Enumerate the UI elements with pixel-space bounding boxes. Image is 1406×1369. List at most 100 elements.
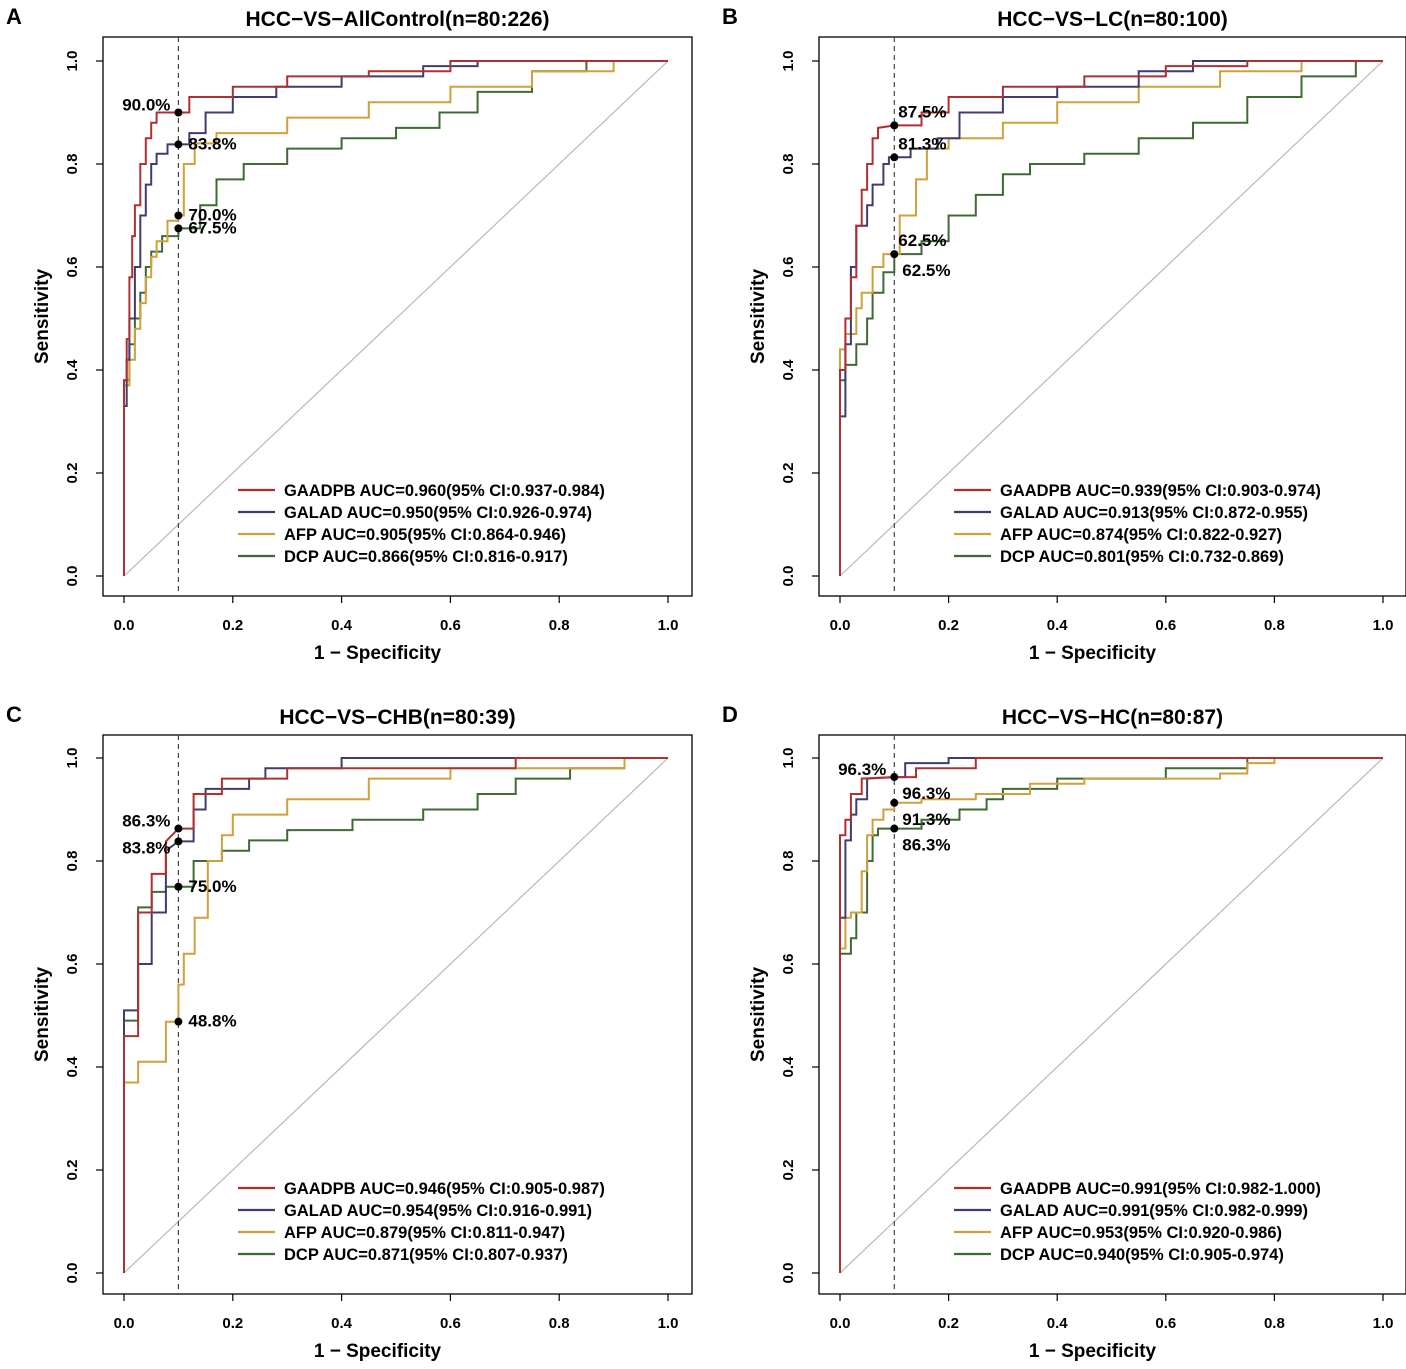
y-tick-label: 0.2 [64,1160,81,1181]
legend-entry-gaadpb: GAADPB AUC=0.939(95% CI:0.903-0.974) [1000,482,1321,500]
legend-entry-dcp: DCP AUC=0.940(95% CI:0.905-0.974) [1000,1246,1284,1264]
y-tick-label: 0.4 [780,359,797,381]
y-axis-label: Sensitivity [748,269,769,364]
cutoff-point [174,882,183,891]
x-axis-label: 1 − Specificity [314,643,442,664]
y-tick-label: 0.2 [780,463,797,484]
cutoff-point [174,824,183,833]
y-axis-label: Sensitivity [32,269,53,364]
series-dcp-line [839,60,1383,576]
cutoff-point [890,773,899,782]
point-annotation: 86.3% [122,812,170,831]
plot-frame [818,734,1406,1295]
y-tick-label: 0.4 [780,1056,797,1078]
series-gaadpb-line [839,60,1383,576]
legend-entry-galad: GALAD AUC=0.954(95% CI:0.916-0.991) [284,1202,592,1220]
y-tick-label: 0.0 [780,1263,797,1284]
panel-B: B HCC−VS−LC(n=80:100) 0.0 0.2 0.4 0.6 0.8 1.0 0.… [722,4,1406,664]
y-tick-label: 0.8 [780,154,797,175]
plot-frame [818,36,1406,597]
cutoff-point [174,211,183,220]
plot-frame [102,734,693,1295]
y-tick-label: 0.0 [780,566,797,587]
point-annotation: 81.3% [898,134,946,153]
y-axis-label: Sensitivity [32,967,53,1062]
cutoff-point [890,250,899,259]
series-gaadpb-line [839,757,1383,1273]
x-tick-label: 0.0 [830,1315,851,1332]
y-tick-label: 0.6 [780,954,797,975]
cutoff-point [890,798,899,807]
x-tick-label: 0.4 [331,1315,353,1332]
point-annotation: 48.8% [188,1012,236,1031]
chart-title: HCC−VS−HC(n=80:87) [1002,706,1223,729]
x-tick-label: 0.8 [549,617,570,634]
reference-diagonal [839,60,1384,577]
point-annotation: 75.0% [188,877,236,896]
x-axis-label: 1 − Specificity [1029,1341,1157,1362]
legend-entry-afp: AFP AUC=0.879(95% CI:0.811-0.947) [284,1224,565,1242]
panel-D: D HCC−VS−HC(n=80:87) 0.0 0.2 0.4 0.6 0.8 1.0 0.0… [722,702,1406,1362]
legend-entry-afp: AFP AUC=0.874(95% CI:0.822-0.927) [1000,526,1282,544]
y-tick-label: 0.6 [64,954,81,975]
point-annotation: 83.8% [188,134,236,153]
y-tick-label: 0.6 [780,257,797,278]
legend-entry-gaadpb: GAADPB AUC=0.946(95% CI:0.905-0.987) [284,1180,605,1198]
x-tick-label: 0.0 [114,617,135,634]
panel-letter: B [722,4,738,29]
legend-entry-dcp: DCP AUC=0.801(95% CI:0.732-0.869) [1000,548,1284,566]
cutoff-point [174,1017,183,1026]
x-tick-label: 0.2 [222,617,243,634]
x-tick-label: 1.0 [1373,1315,1394,1332]
y-tick-label: 0.8 [780,851,797,872]
y-tick-label: 0.6 [64,257,81,278]
series-gaadpb-line [123,757,668,1273]
point-annotation: 70.0% [188,206,236,225]
x-tick-label: 0.0 [114,1315,135,1332]
x-tick-label: 1.0 [658,617,679,634]
point-annotation: 62.5% [902,261,950,280]
legend-entry-gaadpb: GAADPB AUC=0.991(95% CI:0.982-1.000) [1000,1180,1321,1198]
point-annotation: 67.5% [188,218,236,237]
y-tick-label: 1.0 [64,51,81,72]
legend-entry-afp: AFP AUC=0.953(95% CI:0.920-0.986) [1000,1224,1282,1242]
x-tick-label: 0.2 [222,1315,243,1332]
x-tick-label: 0.6 [1155,617,1176,634]
point-annotation: 62.5% [898,231,946,250]
x-tick-label: 0.2 [938,1315,959,1332]
y-tick-label: 0.8 [64,851,81,872]
point-annotation: 86.3% [902,836,950,855]
cutoff-point [174,837,183,846]
y-tick-label: 0.8 [64,154,81,175]
y-axis-label: Sensitivity [748,967,769,1062]
cutoff-point [890,153,899,162]
point-annotation: 83.8% [122,838,170,857]
y-tick-label: 1.0 [780,51,797,72]
plot-frame [102,36,693,597]
legend-entry-afp: AFP AUC=0.905(95% CI:0.864-0.946) [284,526,566,544]
panel-letter: C [6,702,22,727]
y-tick-label: 0.0 [64,566,81,587]
panel-letter: D [722,702,738,727]
y-tick-label: 0.2 [780,1160,797,1181]
legend-entry-galad: GALAD AUC=0.991(95% CI:0.982-0.999) [1000,1202,1308,1220]
point-annotation: 96.3% [902,784,950,803]
x-tick-label: 0.6 [440,1315,461,1332]
reference-diagonal [839,757,1384,1274]
panel-C: C HCC−VS−CHB(n=80:39) 0.0 0.2 0.4 0.6 0.8 1.0 0.… [6,702,693,1362]
legend-entry-gaadpb: GAADPB AUC=0.960(95% CI:0.937-0.984) [284,482,605,500]
x-tick-label: 0.8 [549,1315,570,1332]
point-annotation: 90.0% [122,96,170,115]
y-tick-label: 1.0 [780,748,797,769]
legend-entry-dcp: DCP AUC=0.871(95% CI:0.807-0.937) [284,1246,568,1264]
point-annotation: 96.3% [838,760,886,779]
x-tick-label: 1.0 [1373,617,1394,634]
x-tick-label: 0.2 [938,617,959,634]
y-tick-label: 0.4 [64,1056,81,1078]
reference-diagonal [123,60,669,577]
series-galad-line [123,60,668,576]
x-axis-label: 1 − Specificity [314,1341,442,1362]
y-tick-label: 0.2 [64,463,81,484]
x-tick-label: 1.0 [658,1315,679,1332]
cutoff-point [890,121,899,130]
